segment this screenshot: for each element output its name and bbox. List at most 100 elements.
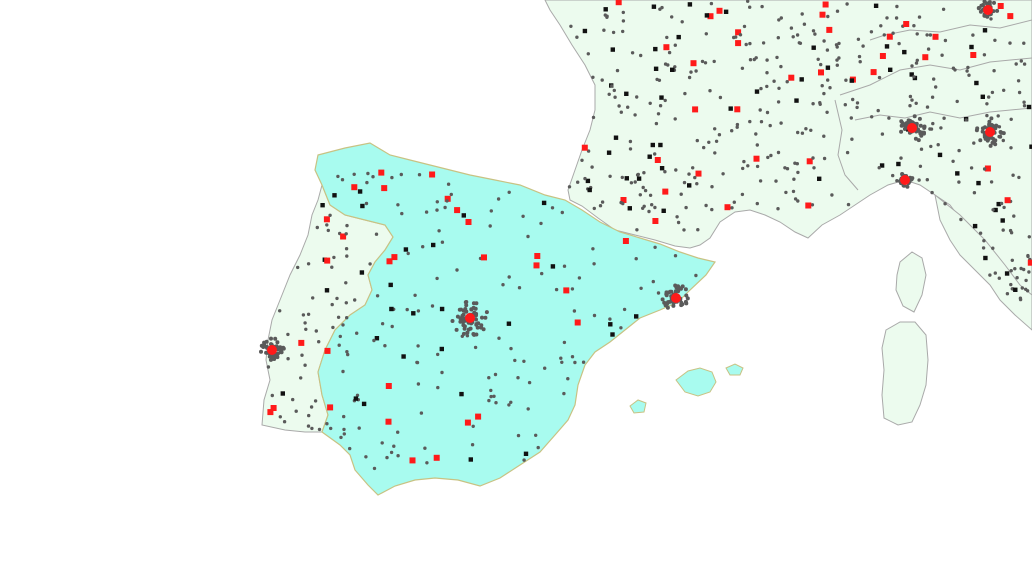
small-city-marker	[876, 108, 880, 113]
island-ibiza	[629, 399, 647, 414]
small-city-marker	[488, 224, 492, 228]
small-city-marker	[509, 400, 513, 404]
small-city-marker	[742, 159, 746, 164]
small-city-marker	[560, 360, 564, 364]
small-city-marker	[634, 257, 638, 261]
small-city-marker	[856, 37, 861, 41]
small-city-marker	[303, 321, 307, 325]
small-city-marker	[522, 458, 526, 462]
major-city-marker	[724, 204, 731, 211]
small-city-marker	[676, 220, 681, 225]
small-city-marker	[494, 401, 498, 405]
town-marker	[627, 206, 632, 211]
small-city-marker	[341, 323, 345, 327]
small-city-marker	[993, 38, 997, 42]
capital-marker	[267, 345, 277, 355]
small-city-marker	[303, 363, 307, 367]
town-marker	[647, 154, 652, 159]
small-city-marker	[714, 139, 719, 143]
small-city-marker	[765, 110, 770, 115]
small-city-marker	[795, 162, 799, 166]
town-marker	[624, 176, 629, 181]
major-city-marker	[620, 197, 627, 203]
cluster-city-marker	[278, 350, 283, 355]
small-city-marker	[628, 147, 633, 151]
major-city-marker	[323, 216, 330, 223]
major-city-marker	[385, 418, 392, 425]
small-city-marker	[416, 309, 421, 313]
small-city-marker	[1026, 254, 1030, 259]
small-city-marker	[702, 145, 706, 150]
small-city-marker	[985, 113, 989, 118]
small-city-marker	[850, 137, 854, 141]
small-city-marker	[437, 229, 441, 233]
major-city-marker	[622, 238, 629, 244]
cluster-city-marker	[480, 315, 484, 320]
cluster-city-marker	[906, 118, 911, 123]
town-marker	[361, 401, 367, 407]
small-city-marker	[562, 391, 566, 396]
small-city-marker	[270, 393, 274, 398]
small-city-marker	[967, 73, 971, 77]
small-city-marker	[615, 68, 620, 73]
small-city-marker	[1018, 296, 1023, 300]
cluster-city-marker	[457, 307, 462, 312]
cluster-city-marker	[474, 322, 479, 327]
cluster-city-marker	[664, 292, 669, 297]
town-marker	[324, 288, 330, 293]
town-marker	[879, 163, 885, 168]
major-city-marker	[997, 3, 1004, 9]
small-city-marker	[315, 225, 319, 230]
major-city-marker	[1027, 259, 1032, 266]
small-city-marker	[611, 30, 616, 35]
small-city-marker	[695, 138, 699, 143]
small-city-marker	[1022, 104, 1027, 108]
town-marker	[360, 203, 365, 209]
small-city-marker	[341, 369, 345, 374]
small-city-marker	[982, 53, 987, 57]
major-city-marker	[454, 207, 461, 214]
small-city-marker	[825, 110, 829, 115]
small-city-marker	[522, 359, 526, 363]
small-city-marker	[991, 208, 995, 212]
major-city-marker	[879, 53, 886, 59]
cluster-city-marker	[983, 13, 987, 18]
small-city-marker	[663, 98, 667, 103]
small-city-marker	[1016, 79, 1021, 83]
town-marker	[909, 72, 914, 77]
small-city-marker	[344, 232, 348, 236]
town-marker	[794, 98, 799, 103]
major-city-marker	[270, 405, 277, 411]
small-city-marker	[785, 167, 790, 171]
small-city-marker	[1017, 175, 1021, 180]
small-city-marker	[776, 150, 781, 155]
cluster-city-marker	[450, 319, 455, 323]
small-city-marker	[543, 366, 547, 370]
small-city-marker	[330, 265, 334, 269]
small-city-marker	[713, 151, 717, 155]
small-city-marker	[489, 394, 493, 399]
small-city-marker	[936, 143, 940, 147]
small-city-marker	[1020, 286, 1024, 290]
major-city-marker	[481, 254, 487, 261]
small-city-marker	[436, 352, 440, 357]
small-city-marker	[795, 33, 800, 37]
small-city-marker	[966, 65, 970, 70]
small-city-marker	[942, 116, 946, 120]
town-marker	[974, 80, 979, 86]
small-city-marker	[846, 202, 851, 207]
cluster-city-marker	[995, 8, 1000, 13]
small-city-marker	[822, 156, 827, 161]
major-city-marker	[692, 106, 699, 113]
small-city-marker	[740, 192, 745, 197]
major-city-marker	[386, 258, 393, 265]
small-city-marker	[608, 317, 612, 321]
small-city-marker	[342, 414, 346, 419]
small-city-marker	[1025, 289, 1030, 293]
small-city-marker	[656, 112, 661, 116]
small-city-marker	[673, 43, 677, 47]
small-city-marker	[562, 264, 567, 268]
small-city-marker	[957, 148, 961, 153]
